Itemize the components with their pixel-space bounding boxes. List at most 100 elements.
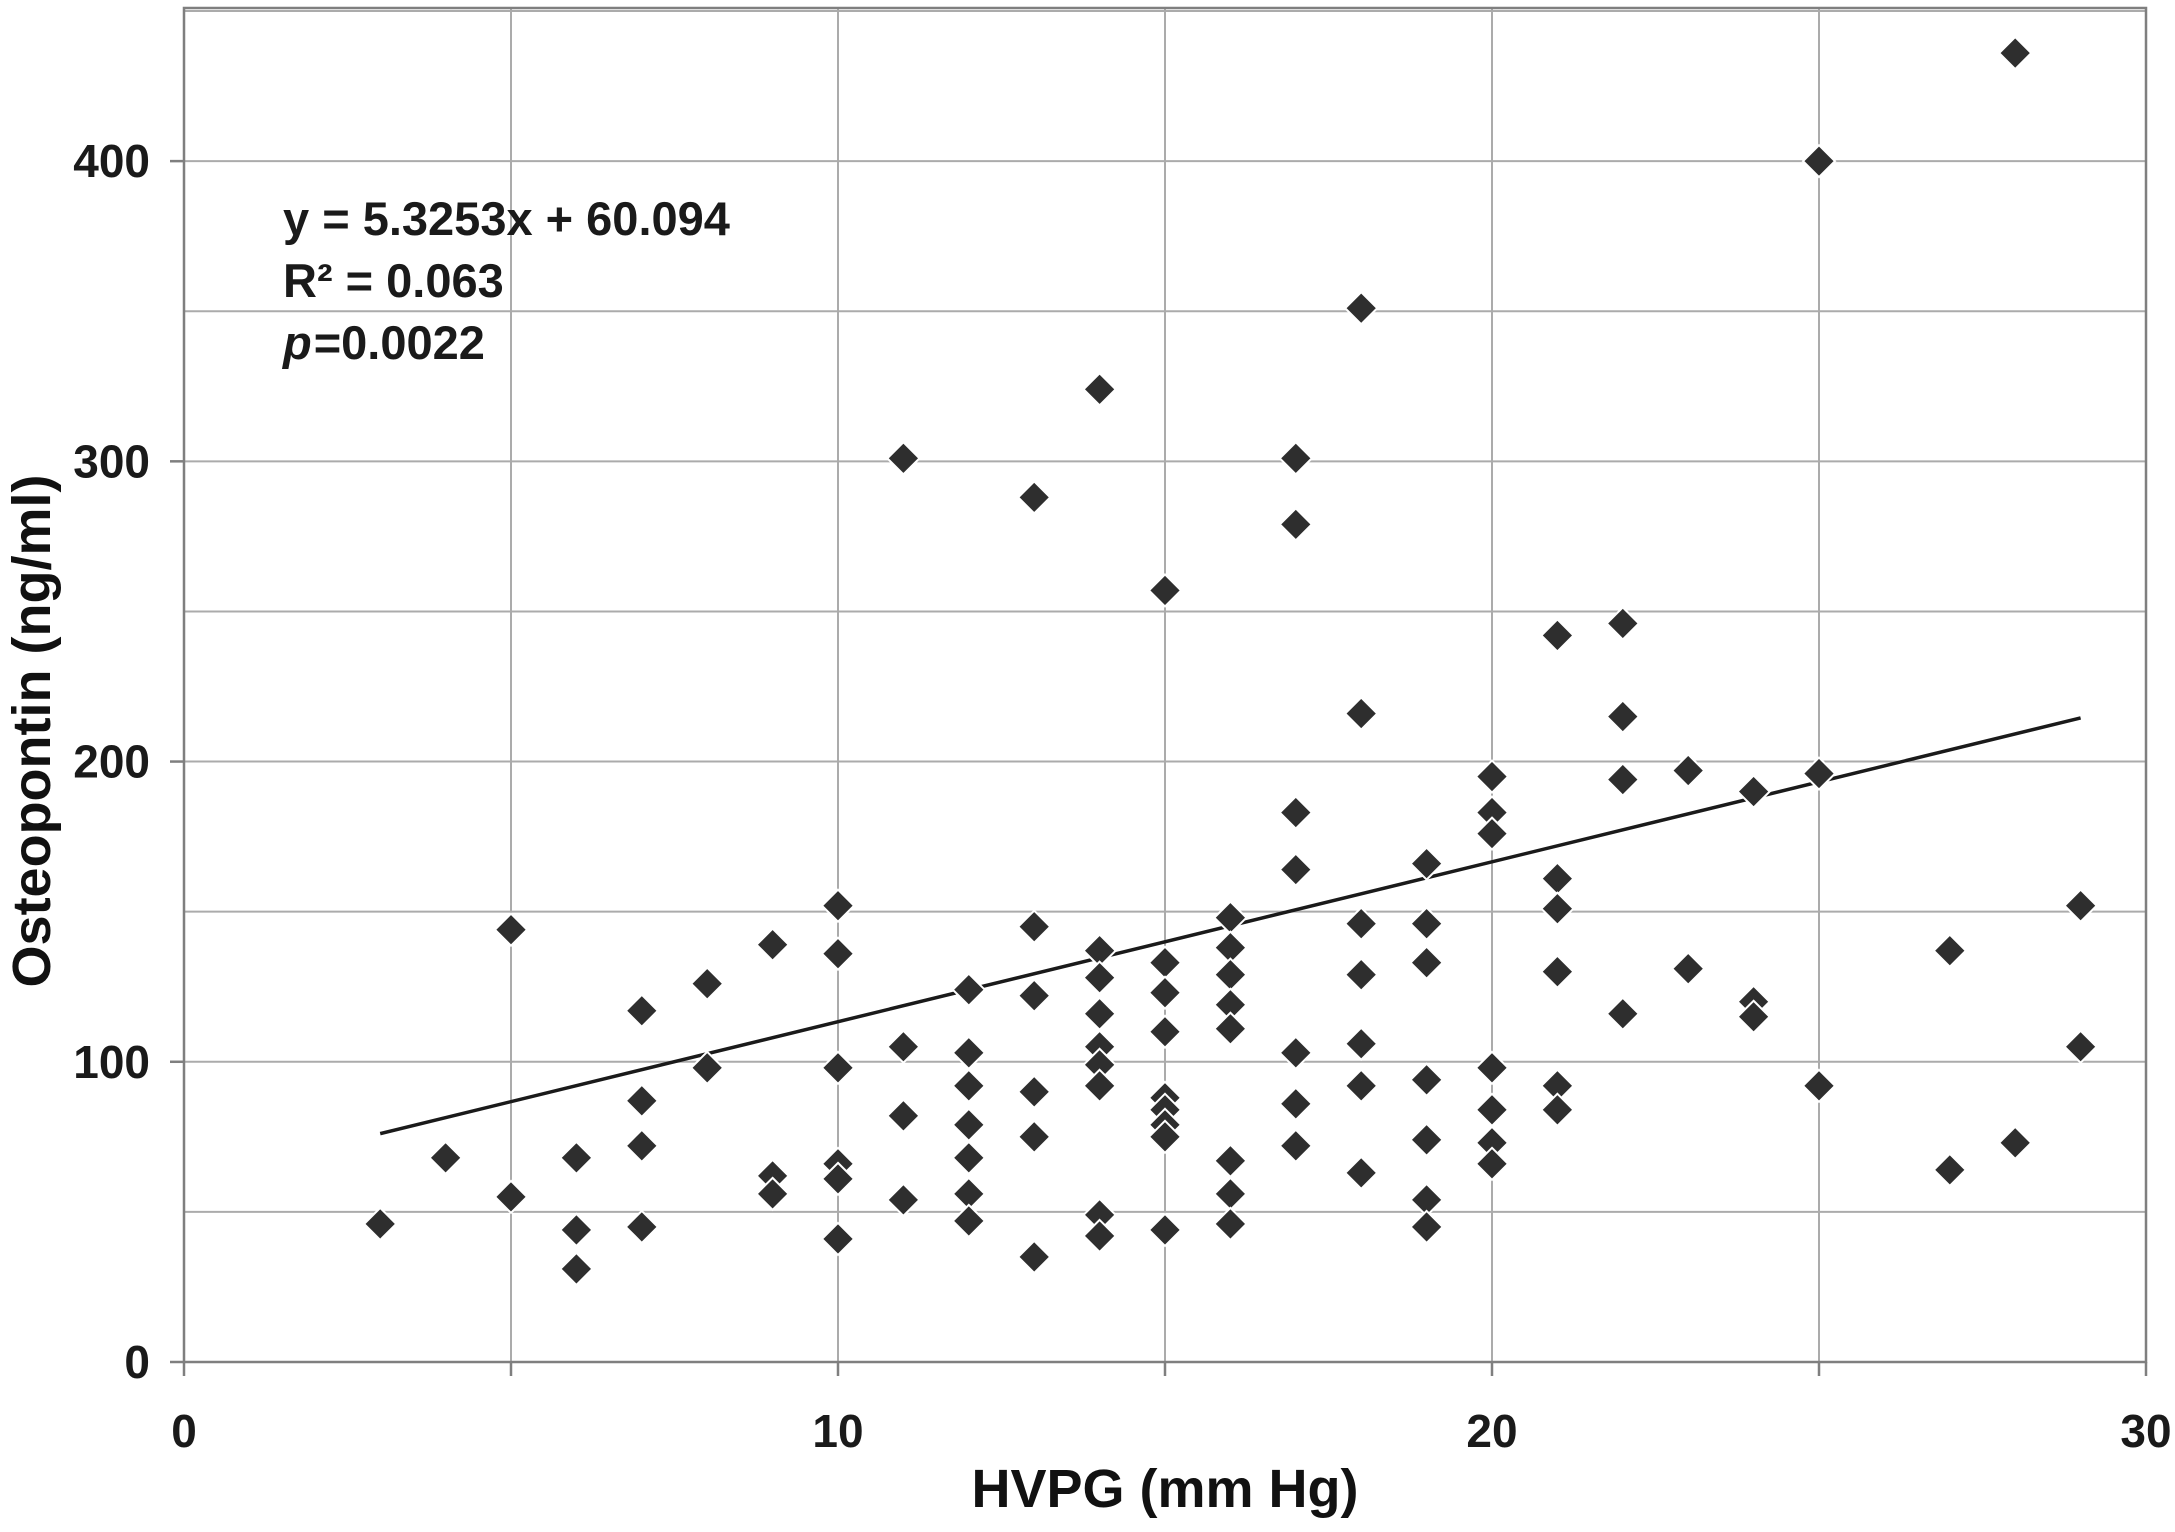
data-point	[755, 927, 791, 963]
data-point	[755, 1176, 791, 1212]
data-point	[493, 912, 529, 948]
data-point	[1997, 35, 2033, 71]
data-point	[885, 440, 921, 476]
x-tick-label: 30	[2120, 1405, 2171, 1457]
data-point	[1278, 1086, 1314, 1122]
x-tick-label: 10	[812, 1405, 863, 1457]
data-point	[1539, 1092, 1575, 1128]
data-point	[624, 1128, 660, 1164]
data-point	[1147, 945, 1183, 981]
data-point	[1147, 975, 1183, 1011]
data-point	[624, 1083, 660, 1119]
x-tick-label: 0	[171, 1405, 197, 1457]
data-point	[1997, 1125, 2033, 1161]
data-point	[1082, 1068, 1118, 1104]
data-point	[558, 1140, 594, 1176]
data-point	[1082, 996, 1118, 1032]
data-point	[1932, 933, 1968, 969]
data-point	[1016, 978, 1052, 1014]
y-axis-title: Osteopontin (ng/ml)	[2, 474, 62, 988]
data-point	[951, 1107, 987, 1143]
data-point	[624, 1209, 660, 1245]
data-point	[1409, 1062, 1445, 1098]
p-symbol: p	[283, 316, 312, 369]
data-point	[1474, 1092, 1510, 1128]
y-tick-label: 100	[73, 1036, 150, 1088]
data-point	[951, 1140, 987, 1176]
data-point	[1343, 696, 1379, 731]
data-point	[1212, 1143, 1248, 1179]
data-point	[1539, 861, 1575, 897]
data-point	[1016, 479, 1052, 515]
data-point	[1474, 816, 1510, 852]
data-point	[1801, 1068, 1837, 1104]
data-point	[1605, 996, 1641, 1032]
data-point	[428, 1140, 464, 1176]
data-point	[1343, 290, 1379, 326]
data-point	[1539, 891, 1575, 927]
data-point	[1343, 906, 1379, 942]
p-value-text: p=0.0022	[283, 312, 730, 374]
data-point	[1016, 1239, 1052, 1275]
data-point	[885, 1182, 921, 1218]
data-point	[1343, 1068, 1379, 1104]
data-point	[885, 1029, 921, 1065]
data-point	[1605, 699, 1641, 734]
data-point	[362, 1206, 398, 1242]
data-point	[1147, 1119, 1183, 1155]
data-point	[2063, 1029, 2099, 1065]
data-point	[951, 1068, 987, 1104]
x-tick-label: 20	[1466, 1405, 1517, 1457]
regression-annotation: y = 5.3253x + 60.094 R² = 0.063 p=0.0022	[283, 188, 730, 374]
data-point	[1278, 440, 1314, 476]
y-tick-label: 200	[73, 736, 150, 788]
y-tick-label: 300	[73, 435, 150, 487]
data-point	[820, 1221, 856, 1257]
data-point	[1016, 909, 1052, 945]
data-point	[1409, 906, 1445, 942]
data-point	[951, 1035, 987, 1071]
y-tick-label: 0	[124, 1336, 150, 1388]
data-point	[1278, 795, 1314, 831]
data-point	[1212, 957, 1248, 993]
data-point	[1474, 759, 1510, 794]
data-point	[1932, 1152, 1968, 1188]
data-point	[1409, 846, 1445, 882]
data-point	[689, 966, 725, 1002]
data-point	[1212, 1011, 1248, 1047]
data-point	[558, 1251, 594, 1287]
data-point	[1801, 756, 1837, 791]
data-point	[820, 936, 856, 972]
data-point	[1278, 1035, 1314, 1071]
data-point	[1409, 945, 1445, 981]
data-point	[2063, 888, 2099, 924]
data-point	[1278, 1128, 1314, 1164]
equation-text: y = 5.3253x + 60.094	[283, 192, 730, 245]
data-point	[1082, 1218, 1118, 1254]
data-point	[1147, 1014, 1183, 1050]
data-point	[1539, 954, 1575, 990]
data-point	[1801, 143, 1837, 179]
data-point	[1736, 774, 1772, 809]
data-point	[951, 1203, 987, 1239]
data-point	[820, 888, 856, 924]
data-point	[558, 1212, 594, 1248]
data-point	[1147, 1212, 1183, 1248]
data-point	[1605, 606, 1641, 641]
data-point	[1343, 1026, 1379, 1062]
data-point	[1278, 852, 1314, 888]
data-point	[820, 1050, 856, 1086]
data-point	[1082, 371, 1118, 407]
data-point	[1016, 1119, 1052, 1155]
data-point	[1670, 951, 1706, 987]
data-point	[951, 972, 987, 1008]
data-point	[1474, 1146, 1510, 1182]
data-point	[885, 1098, 921, 1134]
data-point	[624, 993, 660, 1029]
data-point	[1409, 1122, 1445, 1158]
data-point	[1212, 1176, 1248, 1212]
data-point	[1343, 1155, 1379, 1191]
y-tick-label: 400	[73, 135, 150, 187]
